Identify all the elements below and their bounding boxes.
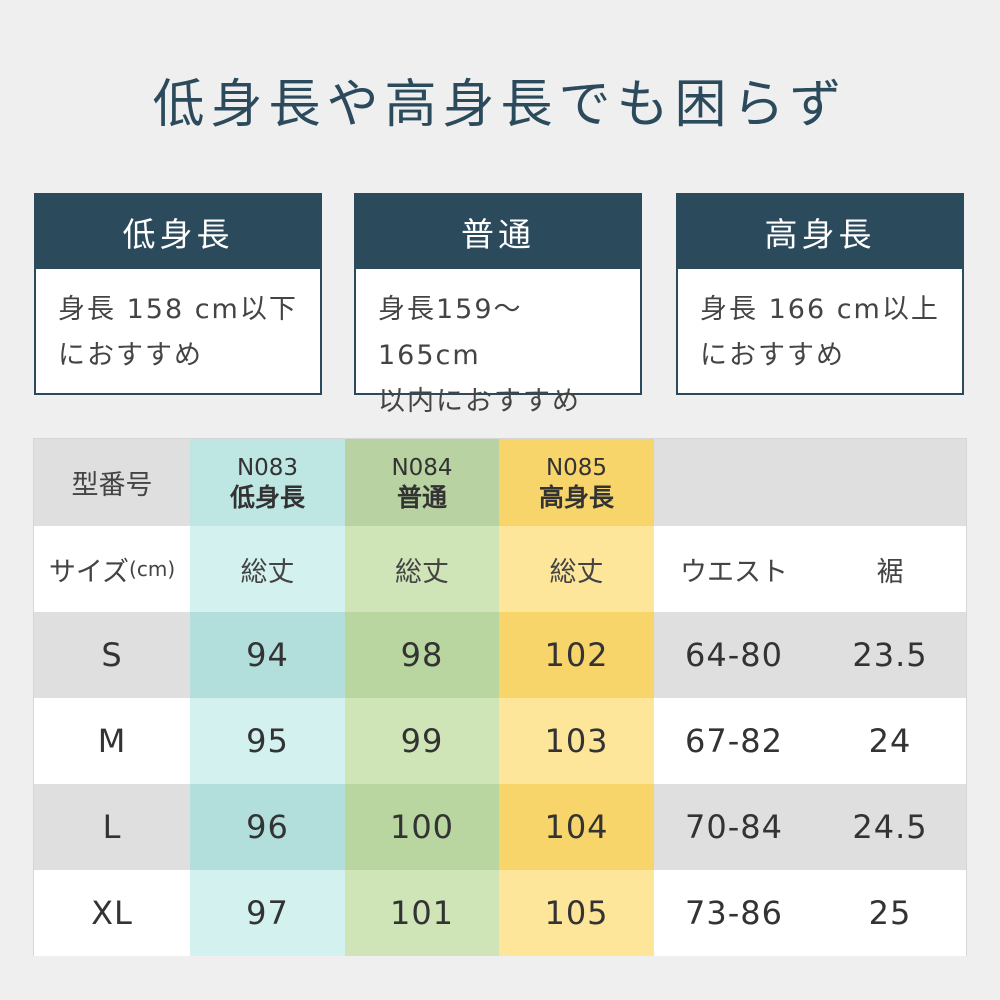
- model-code: N084: [391, 454, 453, 481]
- value-cell: 70-84: [685, 808, 783, 846]
- model-name: 高身長: [538, 482, 614, 512]
- value-cell: 96: [190, 784, 345, 870]
- table-header-row: 型番号 N083 低身長 N084 普通 N085 高身長: [34, 439, 966, 526]
- size-cell: L: [102, 808, 122, 846]
- value-cell: 24: [868, 722, 912, 760]
- value-cell: 24.5: [852, 808, 928, 846]
- value-cell: 97: [190, 870, 345, 956]
- category-description: 身長 166 cm以上 におすすめ: [700, 294, 940, 371]
- value-cell: 23.5: [852, 636, 928, 674]
- subheader-hem: 裾: [876, 556, 904, 588]
- value-cell: 98: [345, 612, 499, 698]
- value-cell: 104: [499, 784, 654, 870]
- size-unit: (cm): [129, 557, 176, 581]
- page-title: 低身長や高身長でも困らず: [152, 75, 848, 135]
- value-cell: 101: [345, 870, 499, 956]
- value-cell: 102: [499, 612, 654, 698]
- subheader-total-length: 総丈: [345, 526, 499, 612]
- category-description: 身長159〜165cm 以内におすすめ: [378, 294, 581, 417]
- value-cell: 25: [868, 894, 912, 932]
- value-cell: 73-86: [685, 894, 783, 932]
- model-n084: N084 普通: [345, 439, 499, 526]
- model-code: N085: [545, 454, 608, 481]
- subheader-waist: ウエスト: [680, 556, 788, 588]
- size-label: サイズ (cm): [34, 526, 190, 612]
- table-row: L 96 100 104 70-84 24.5: [34, 784, 966, 870]
- size-table: 型番号 N083 低身長 N084 普通 N085 高身長 サイズ (cm) 総丈…: [33, 438, 967, 956]
- value-cell: 95: [190, 698, 345, 784]
- value-cell: 64-80: [685, 636, 783, 674]
- category-card-tall: 高身長 身長 166 cm以上 におすすめ: [676, 193, 964, 395]
- category-card-regular: 普通 身長159〜165cm 以内におすすめ: [354, 193, 642, 417]
- table-row: S 94 98 102 64-80 23.5: [34, 612, 966, 698]
- model-name: 低身長: [229, 482, 305, 512]
- header-empty: [654, 439, 814, 526]
- category-label: 低身長: [36, 195, 320, 269]
- header-empty: [814, 439, 966, 526]
- size-label-text: サイズ: [48, 556, 130, 588]
- category-label: 普通: [356, 195, 640, 269]
- model-n083: N083 低身長: [190, 439, 345, 526]
- model-code: N083: [236, 454, 299, 481]
- subheader-total-length: 総丈: [190, 526, 345, 612]
- size-cell: XL: [91, 894, 133, 932]
- table-subheader-row: サイズ (cm) 総丈 総丈 総丈 ウエスト 裾: [34, 526, 966, 612]
- category-description: 身長 158 cm以下 におすすめ: [58, 294, 298, 371]
- value-cell: 99: [345, 698, 499, 784]
- value-cell: 67-82: [685, 722, 783, 760]
- model-number-label: 型番号: [71, 470, 153, 501]
- model-name: 普通: [396, 482, 447, 512]
- category-card-short: 低身長 身長 158 cm以下 におすすめ: [34, 193, 322, 395]
- value-cell: 100: [345, 784, 499, 870]
- table-row: M 95 99 103 67-82 24: [34, 698, 966, 784]
- value-cell: 94: [190, 612, 345, 698]
- value-cell: 105: [499, 870, 654, 956]
- size-cell: S: [101, 636, 123, 674]
- table-row: XL 97 101 105 73-86 25: [34, 870, 966, 956]
- size-cell: M: [97, 722, 127, 760]
- model-n085: N085 高身長: [499, 439, 654, 526]
- category-label: 高身長: [678, 195, 962, 269]
- subheader-total-length: 総丈: [499, 526, 654, 612]
- value-cell: 103: [499, 698, 654, 784]
